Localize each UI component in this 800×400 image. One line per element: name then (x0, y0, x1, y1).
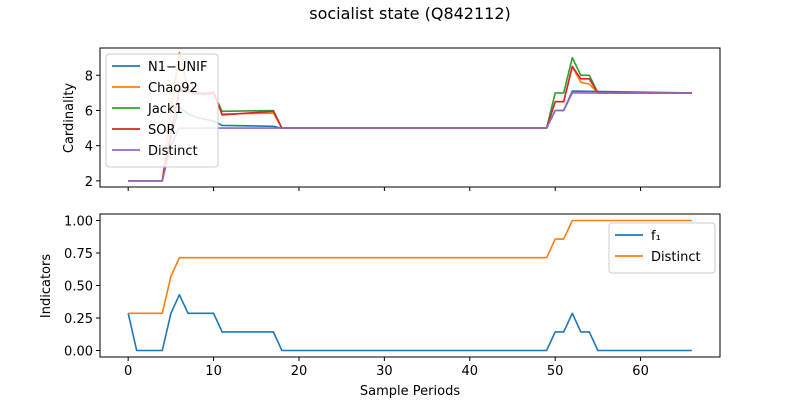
series-line-1 (128, 51, 692, 182)
top-axes-frame (99, 47, 721, 188)
legend-label: SOR (148, 123, 176, 138)
x-tick-label: 20 (291, 364, 308, 379)
legend-frame (105, 53, 219, 168)
bottom-y-axis-label: Indicators (39, 254, 54, 318)
top-chart: 2 4 6 8 Cardinality N1−UNIF Chao92 Jack1 SOR Di… (62, 47, 721, 191)
legend-label: Chao92 (148, 81, 198, 96)
bottom-legend: f₁ Distinct (608, 222, 716, 274)
legend-label: Distinct (651, 250, 701, 265)
x-tick-label: 40 (462, 364, 479, 379)
top-legend: N1−UNIF Chao92 Jack1 SOR Distinct (105, 53, 219, 168)
y-tick-label: 8 (85, 69, 93, 84)
bottom-axes-frame (99, 213, 721, 358)
series-line-1 (128, 219, 692, 315)
y-tick-label: 0.75 (64, 247, 93, 262)
bottom-chart: 0 10 20 30 40 50 60 0.00 0.25 0.50 0.75 1.00 Indica… (39, 213, 721, 399)
x-tick-label: 10 (205, 364, 222, 379)
legend-frame (608, 222, 716, 274)
x-tick-label: 50 (547, 364, 564, 379)
y-tick-label: 0.00 (64, 345, 93, 360)
figure-title: socialist state (Q842112) (309, 4, 511, 23)
legend-label: Jack1 (147, 102, 183, 117)
y-tick-label: 0.25 (64, 312, 93, 327)
legend-label: Distinct (148, 144, 198, 159)
y-tick-label: 0.50 (64, 280, 93, 295)
top-y-axis-label: Cardinality (62, 83, 77, 154)
x-axis-label: Sample Periods (360, 384, 460, 399)
x-tick-label: 30 (376, 364, 393, 379)
legend-label: N1−UNIF (148, 60, 207, 75)
y-tick-label: 2 (85, 175, 93, 190)
series-line-4 (128, 92, 692, 182)
x-tick-label: 0 (124, 364, 132, 379)
series-line-0 (127, 293, 692, 352)
bottom-plot-area: 0 10 20 30 40 50 60 0.00 0.25 0.50 0.75 1.00 (64, 215, 692, 379)
y-tick-label: 1.00 (64, 215, 93, 230)
y-tick-label: 6 (85, 104, 93, 119)
x-tick-label: 60 (632, 364, 649, 379)
y-tick-label: 4 (85, 140, 93, 155)
legend-label: f₁ (651, 229, 661, 244)
